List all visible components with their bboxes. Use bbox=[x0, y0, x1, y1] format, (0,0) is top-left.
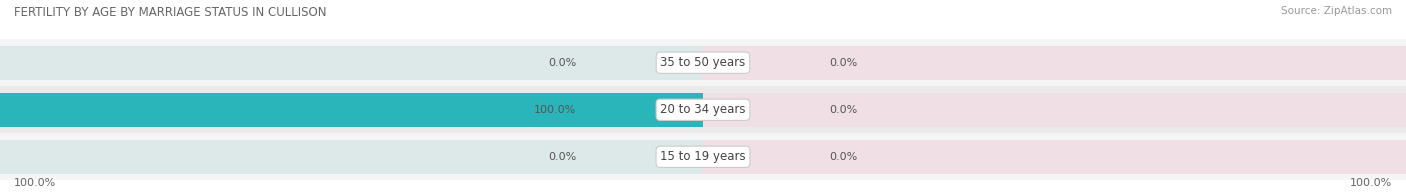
Bar bbox=[703, 140, 1406, 174]
Bar bbox=[0, 86, 1406, 133]
Text: 0.0%: 0.0% bbox=[830, 58, 858, 68]
Text: 100.0%: 100.0% bbox=[1350, 178, 1392, 188]
Text: Source: ZipAtlas.com: Source: ZipAtlas.com bbox=[1281, 6, 1392, 16]
Text: 100.0%: 100.0% bbox=[14, 178, 56, 188]
Bar bbox=[0, 39, 1406, 86]
Bar bbox=[0, 93, 703, 127]
Text: 0.0%: 0.0% bbox=[830, 152, 858, 162]
Bar bbox=[0, 140, 703, 174]
Bar bbox=[0, 93, 703, 127]
Text: 100.0%: 100.0% bbox=[534, 105, 576, 115]
Bar bbox=[703, 93, 1406, 127]
Bar bbox=[0, 133, 1406, 180]
Bar bbox=[0, 46, 703, 80]
Text: FERTILITY BY AGE BY MARRIAGE STATUS IN CULLISON: FERTILITY BY AGE BY MARRIAGE STATUS IN C… bbox=[14, 6, 326, 19]
Text: 35 to 50 years: 35 to 50 years bbox=[661, 56, 745, 69]
Text: 20 to 34 years: 20 to 34 years bbox=[661, 103, 745, 116]
Text: 0.0%: 0.0% bbox=[830, 105, 858, 115]
Bar bbox=[703, 46, 1406, 80]
Text: 0.0%: 0.0% bbox=[548, 58, 576, 68]
Text: 15 to 19 years: 15 to 19 years bbox=[661, 150, 745, 163]
Text: 0.0%: 0.0% bbox=[548, 152, 576, 162]
